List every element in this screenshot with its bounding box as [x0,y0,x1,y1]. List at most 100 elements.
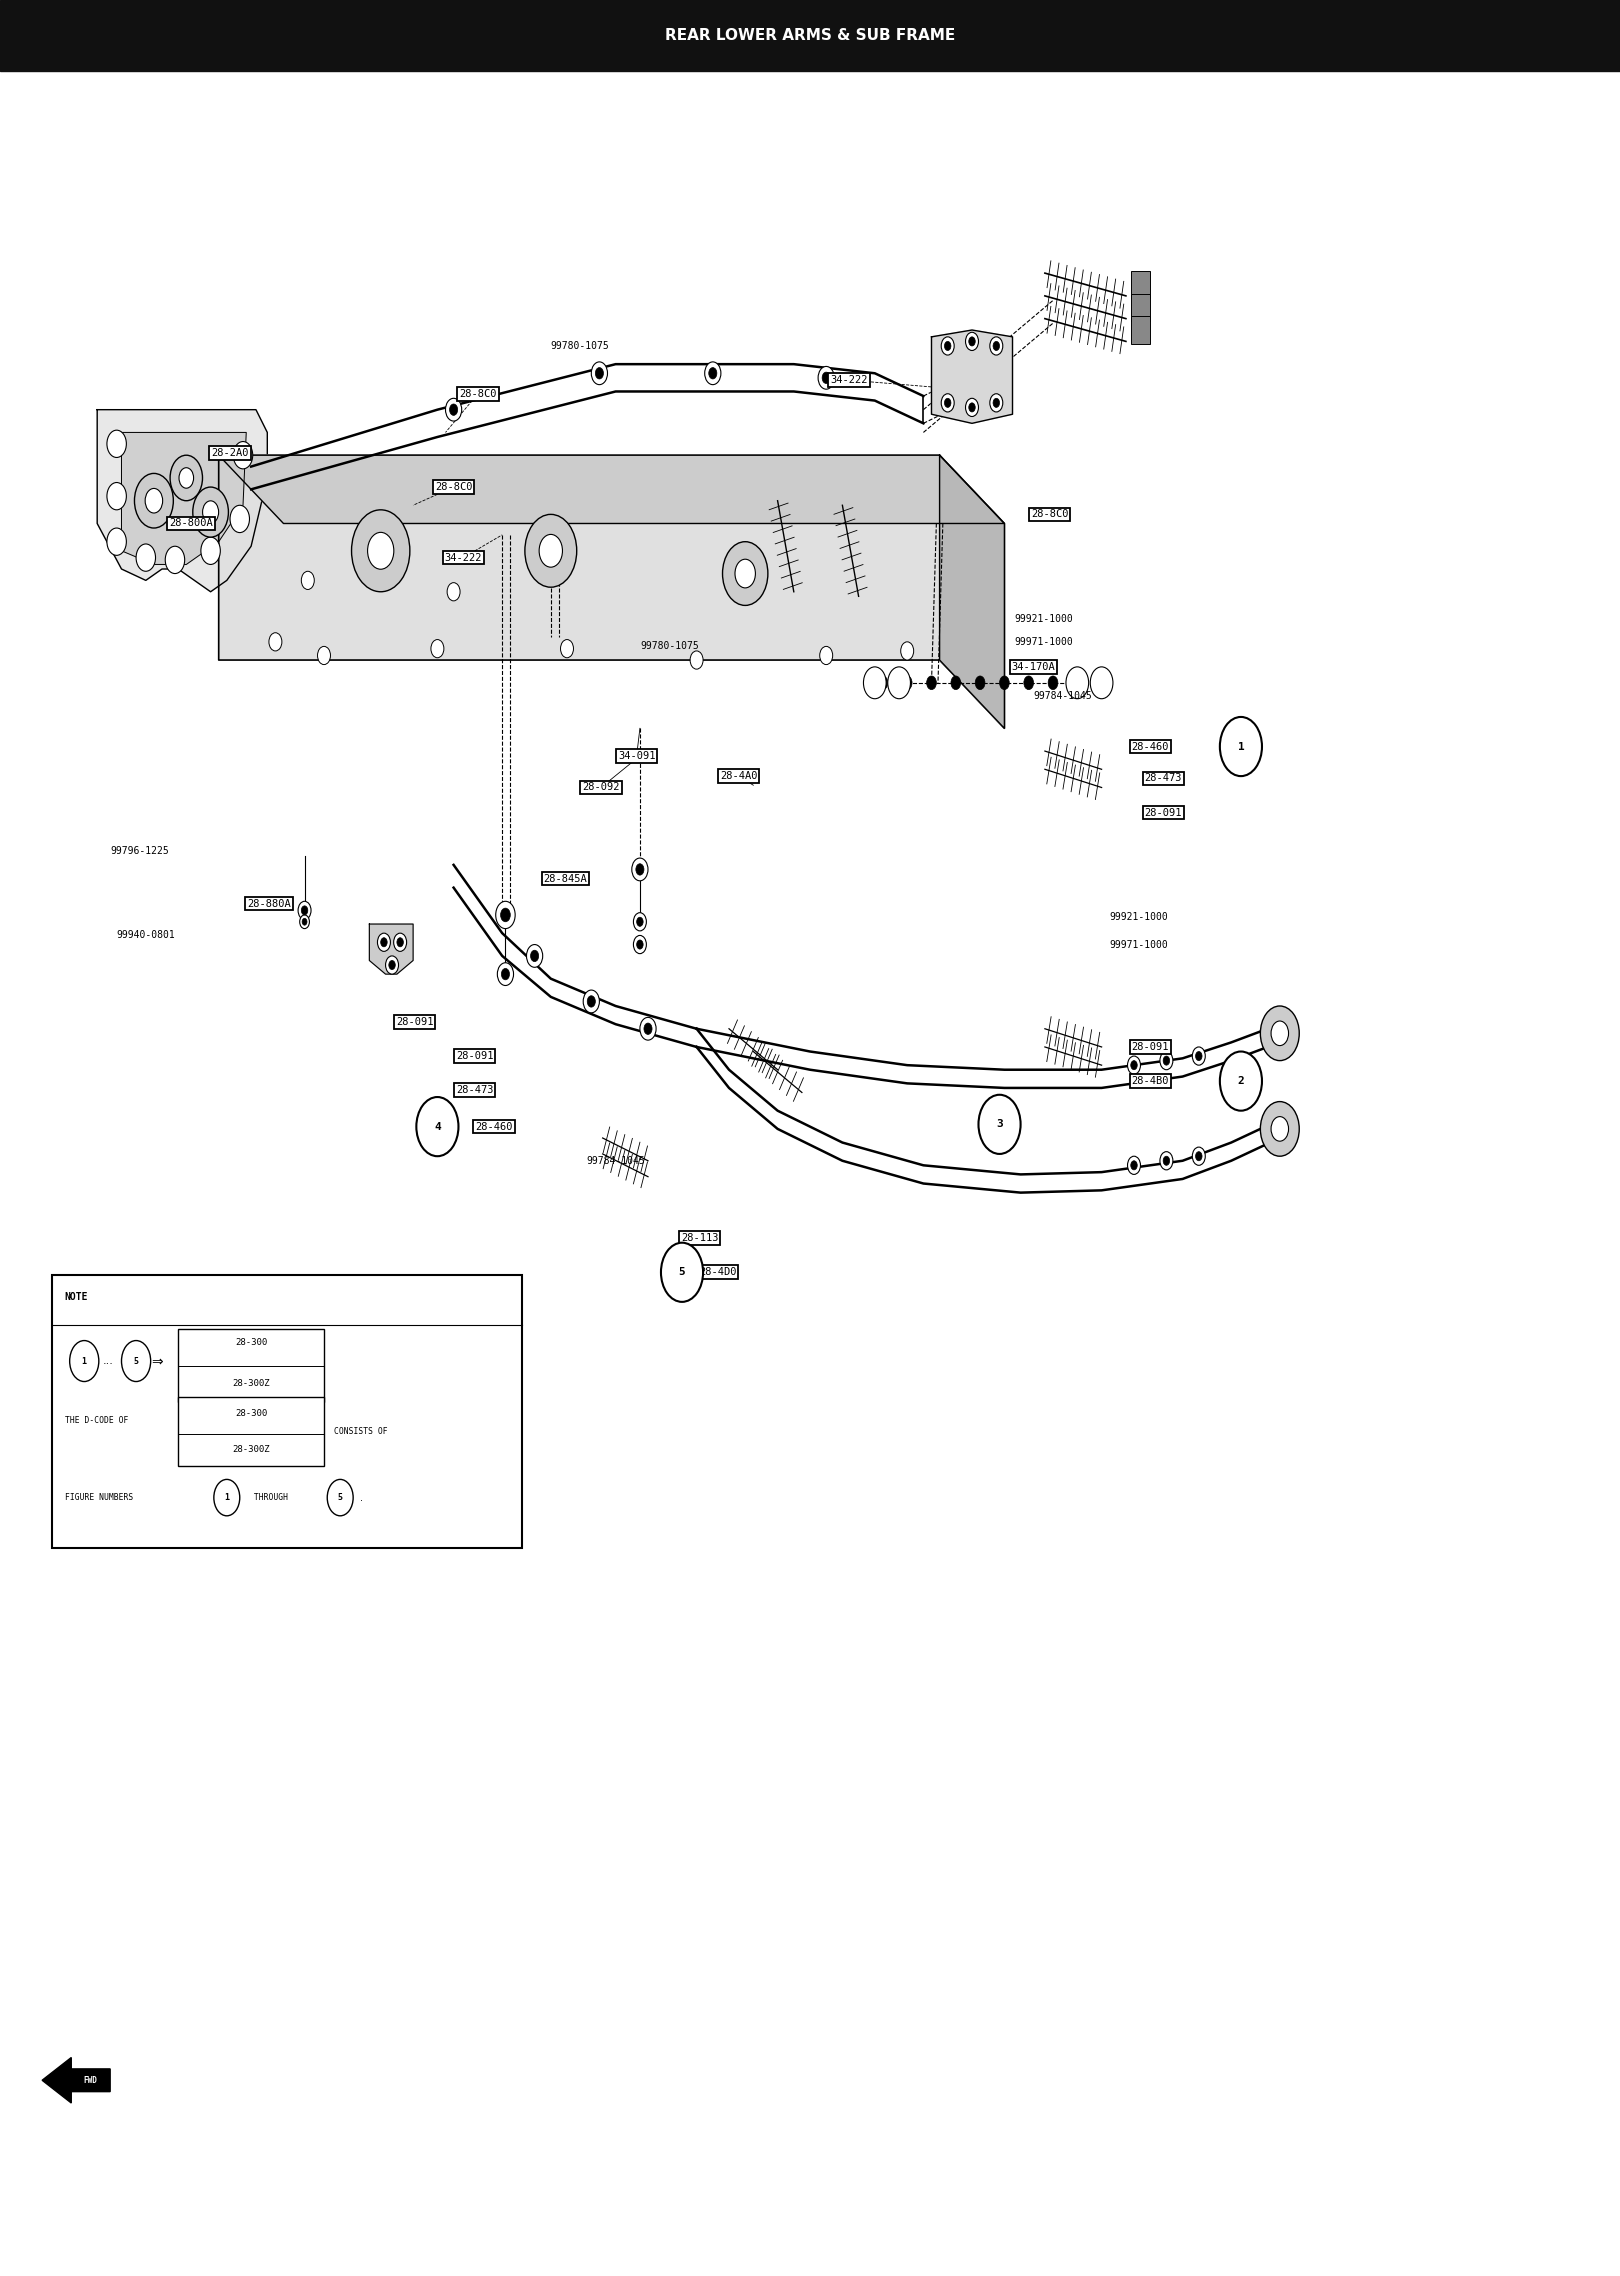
Circle shape [397,938,403,947]
Text: 28-091: 28-091 [395,1017,434,1026]
Text: 28-473: 28-473 [455,1086,494,1095]
Polygon shape [219,455,1004,523]
Text: 28-473: 28-473 [1144,774,1183,783]
FancyBboxPatch shape [1131,294,1150,321]
Text: 5: 5 [679,1268,685,1277]
Polygon shape [940,455,1004,728]
Circle shape [710,369,716,380]
Circle shape [1163,1056,1170,1065]
Circle shape [233,442,253,469]
Circle shape [633,913,646,931]
Circle shape [944,398,951,407]
Circle shape [966,398,978,417]
FancyBboxPatch shape [1131,316,1150,344]
Circle shape [944,341,951,351]
Circle shape [165,546,185,574]
Bar [178,1397,324,1466]
Text: 28-113: 28-113 [680,1234,719,1243]
Text: 4: 4 [434,1122,441,1131]
Circle shape [146,489,162,512]
Circle shape [966,332,978,351]
Circle shape [1128,1156,1140,1174]
Text: 28-8C0: 28-8C0 [434,483,473,492]
Text: THROUGH: THROUGH [249,1493,288,1502]
Circle shape [941,337,954,355]
Circle shape [446,398,462,421]
Circle shape [990,394,1003,412]
Circle shape [394,933,407,951]
Circle shape [201,537,220,564]
Text: 1: 1 [1238,742,1244,751]
Text: 28-460: 28-460 [1131,742,1170,751]
Circle shape [640,1017,656,1040]
Circle shape [927,676,936,690]
Circle shape [1220,717,1262,776]
Text: 1: 1 [81,1356,87,1366]
Circle shape [1024,676,1034,690]
Text: THE D-CODE OF: THE D-CODE OF [65,1416,128,1425]
Circle shape [180,469,194,487]
Circle shape [502,970,509,981]
Circle shape [501,908,510,922]
Text: 99921-1000: 99921-1000 [1014,615,1072,624]
Text: 34-222: 34-222 [829,376,868,385]
Text: 28-300: 28-300 [235,1409,267,1418]
Circle shape [107,528,126,555]
Text: 99971-1000: 99971-1000 [1110,940,1168,949]
Circle shape [122,1341,151,1382]
Circle shape [389,960,395,970]
Circle shape [901,642,914,660]
Circle shape [447,583,460,601]
Circle shape [993,398,1000,407]
Circle shape [318,646,330,665]
Text: 28-8C0: 28-8C0 [1030,510,1069,519]
Circle shape [735,560,755,587]
Circle shape [878,676,888,690]
Polygon shape [42,2058,110,2103]
Text: 99780-1075: 99780-1075 [551,341,609,351]
Text: 28-300: 28-300 [235,1338,267,1347]
Circle shape [1066,667,1089,699]
Text: CONSISTS OF: CONSISTS OF [334,1427,387,1436]
Circle shape [230,505,249,533]
Bar [178,1329,324,1402]
Text: 3: 3 [996,1120,1003,1129]
Circle shape [386,956,399,974]
Circle shape [1072,676,1082,690]
Circle shape [450,405,458,417]
Circle shape [298,901,311,920]
Text: 2: 2 [1238,1077,1244,1086]
Circle shape [431,640,444,658]
Text: REAR LOWER ARMS & SUB FRAME: REAR LOWER ARMS & SUB FRAME [664,27,956,43]
FancyBboxPatch shape [1131,271,1150,298]
Circle shape [202,501,219,523]
Circle shape [1260,1006,1299,1061]
Polygon shape [219,455,1004,728]
Text: FWD: FWD [84,2076,97,2085]
Text: 28-8C0: 28-8C0 [458,389,497,398]
Circle shape [269,633,282,651]
Circle shape [637,917,643,926]
Circle shape [352,510,410,592]
Circle shape [561,640,573,658]
Circle shape [136,544,156,571]
Circle shape [863,667,886,699]
Circle shape [496,901,515,929]
Circle shape [301,571,314,589]
Circle shape [1048,676,1058,690]
Circle shape [990,337,1003,355]
Circle shape [1196,1052,1202,1061]
Circle shape [993,341,1000,351]
Text: ...: ... [104,1356,113,1366]
Circle shape [888,667,910,699]
Circle shape [497,963,514,986]
Circle shape [1131,1161,1137,1170]
Text: 99940-0801: 99940-0801 [117,931,175,940]
Circle shape [969,337,975,346]
Text: 28-800A: 28-800A [168,519,214,528]
Text: 28-300Z: 28-300Z [232,1379,271,1388]
Circle shape [1192,1047,1205,1065]
Circle shape [902,676,912,690]
Circle shape [1163,1156,1170,1165]
Circle shape [1160,1152,1173,1170]
